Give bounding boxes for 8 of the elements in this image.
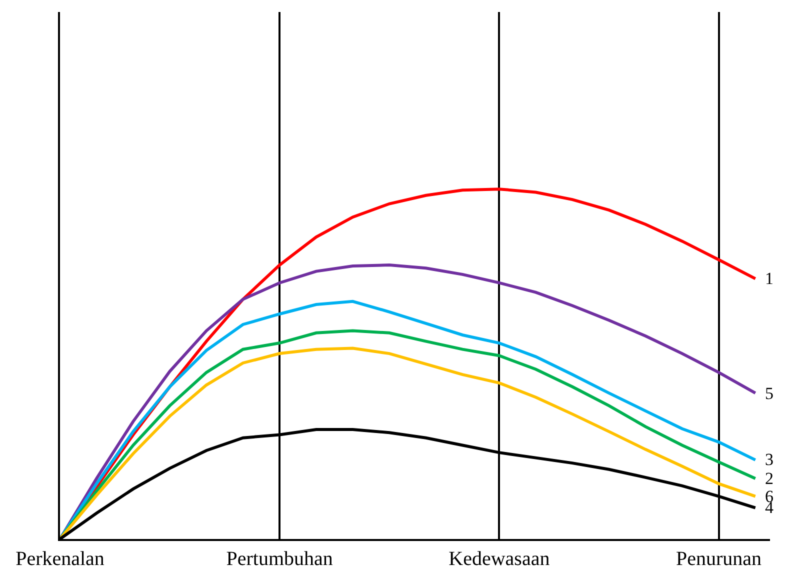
x-tick-label: Penurunan	[676, 548, 762, 570]
series-label: 3	[765, 450, 774, 469]
series-label: 5	[765, 384, 774, 403]
x-tick-label: Kedewasaan	[448, 548, 550, 570]
x-tick-label: Perkenalan	[16, 548, 104, 570]
x-tick-label: Pertumbuhan	[226, 548, 333, 570]
series-label: 1	[765, 269, 774, 288]
series-label: 2	[765, 469, 774, 488]
